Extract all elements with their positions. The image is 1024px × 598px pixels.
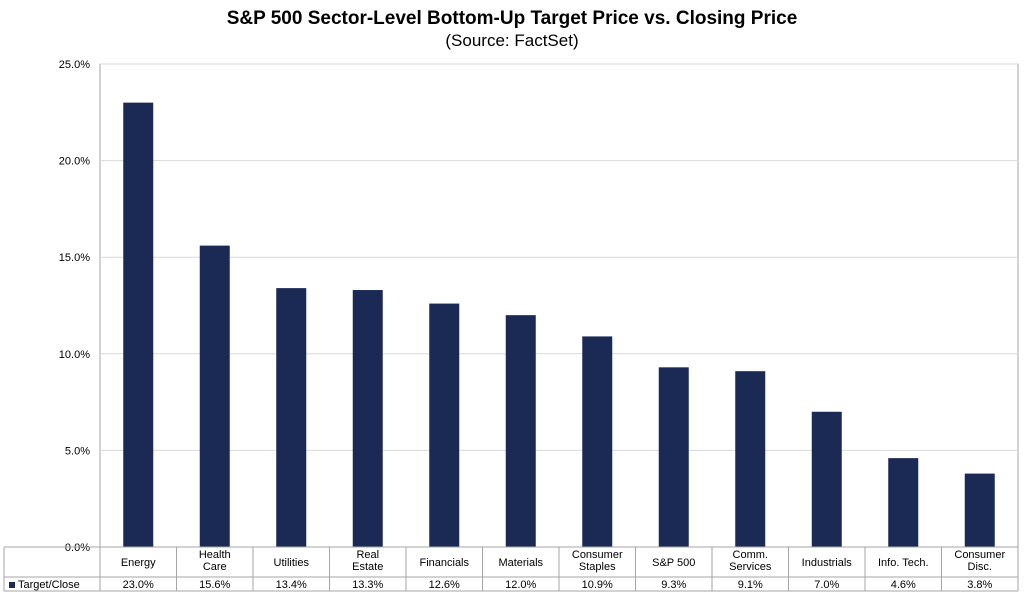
data-label: 23.0%: [123, 579, 154, 591]
data-label: 15.6%: [199, 579, 230, 591]
bar: [505, 315, 536, 547]
x-tick-label: Health: [199, 549, 231, 561]
legend-swatch: [9, 582, 15, 588]
x-tick-label: Staples: [579, 561, 616, 573]
x-tick-label: Disc.: [968, 561, 992, 573]
x-tick-label: Utilities: [274, 557, 310, 569]
chart-title: S&P 500 Sector-Level Bottom-Up Target Pr…: [226, 8, 798, 29]
y-tick-label: 25.0%: [59, 59, 90, 71]
bar: [582, 336, 613, 547]
x-tick-label: Energy: [121, 557, 156, 569]
data-label: 7.0%: [814, 579, 839, 591]
data-label: 12.0%: [505, 579, 536, 591]
data-label: 9.3%: [661, 579, 686, 591]
bar: [276, 288, 307, 547]
bar: [352, 290, 383, 547]
plot-area: [99, 63, 1019, 548]
x-tick-label: Financials: [419, 557, 469, 569]
data-label: 13.4%: [276, 579, 307, 591]
x-tick-label: Services: [729, 561, 772, 573]
bar: [199, 245, 230, 547]
x-tick-label: Care: [203, 561, 227, 573]
chart-subtitle: (Source: FactSet): [445, 31, 579, 50]
data-label: 4.6%: [891, 579, 916, 591]
y-tick-label: 10.0%: [59, 349, 90, 361]
x-tick-label: Estate: [352, 561, 383, 573]
x-tick-label: Materials: [498, 557, 543, 569]
data-label: 12.6%: [429, 579, 460, 591]
data-label: 9.1%: [738, 579, 763, 591]
y-tick-label: 0.0%: [65, 542, 90, 554]
bar: [888, 458, 919, 547]
bar: [658, 367, 689, 547]
y-tick-label: 15.0%: [59, 252, 90, 264]
bar: [429, 303, 460, 547]
bar: [964, 473, 995, 547]
x-tick-label: Info. Tech.: [878, 557, 929, 569]
x-tick-label: S&P 500: [652, 557, 695, 569]
x-tick-label: Comm.: [733, 549, 768, 561]
x-tick-label: Consumer: [572, 549, 623, 561]
data-label: 3.8%: [967, 579, 992, 591]
x-tick-label: Consumer: [954, 549, 1005, 561]
y-tick-label: 20.0%: [59, 156, 90, 168]
x-tick-label: Real: [356, 549, 379, 561]
bar: [123, 102, 154, 547]
bar: [811, 411, 842, 547]
data-label: 13.3%: [352, 579, 383, 591]
data-label: 10.9%: [582, 579, 613, 591]
legend-label: Target/Close: [18, 579, 80, 591]
bar: [735, 371, 766, 547]
x-tick-label: Industrials: [802, 557, 853, 569]
y-tick-label: 5.0%: [65, 445, 90, 457]
